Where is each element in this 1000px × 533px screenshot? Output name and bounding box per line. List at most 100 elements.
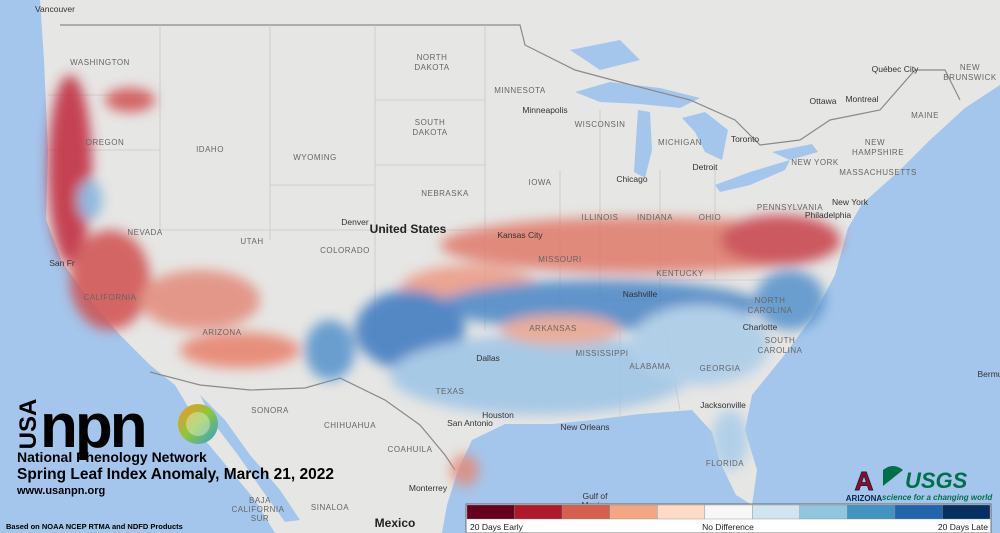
lake bbox=[715, 160, 790, 192]
place-label: NORTH bbox=[417, 53, 448, 62]
legend-swatch bbox=[466, 504, 515, 520]
place-label: NEVADA bbox=[127, 228, 162, 237]
lake bbox=[570, 40, 640, 70]
logo-usa: USA bbox=[15, 399, 42, 450]
place-label: Kansas City bbox=[497, 230, 543, 240]
place-label: NEBRASKA bbox=[421, 189, 469, 198]
place-label: KENTUCKY bbox=[656, 269, 704, 278]
place-label: United States bbox=[370, 222, 447, 236]
place-label: Vancouver bbox=[35, 4, 75, 14]
place-label: MICHIGAN bbox=[658, 138, 702, 147]
place-label: Jacksonville bbox=[700, 400, 746, 410]
logo-icon bbox=[178, 404, 218, 444]
usgs-logo: USGS bbox=[905, 468, 968, 493]
place-label: MISSOURI bbox=[538, 255, 582, 264]
legend-swatch bbox=[799, 504, 848, 520]
place-label: New York bbox=[832, 197, 869, 207]
place-label: Denver bbox=[341, 217, 369, 227]
place-label: ARKANSAS bbox=[529, 324, 577, 333]
place-label: SONORA bbox=[251, 406, 289, 415]
place-label: NEW YORK bbox=[791, 158, 839, 167]
legend-swatch bbox=[847, 504, 896, 520]
lake bbox=[772, 144, 818, 160]
place-label: ARIZONA bbox=[202, 328, 241, 337]
legend-swatch bbox=[656, 504, 705, 520]
anomaly-field bbox=[48, 75, 840, 486]
place-label: SOUTH bbox=[765, 336, 796, 345]
place-label: IDAHO bbox=[196, 145, 224, 154]
ocean bbox=[442, 85, 1000, 533]
place-label: Mexico bbox=[375, 516, 416, 530]
place-label: MISSISSIPPI bbox=[575, 349, 628, 358]
place-label: COAHUILA bbox=[388, 445, 433, 454]
legend-label: 20 Days Late bbox=[938, 522, 988, 532]
lake bbox=[682, 112, 728, 160]
place-label: Detroit bbox=[692, 162, 718, 172]
place-label: MINNESOTA bbox=[494, 86, 546, 95]
url: www.usanpn.org bbox=[16, 485, 105, 497]
legend-swatch bbox=[752, 504, 801, 520]
place-label: Québec City bbox=[872, 64, 920, 74]
place-label: Minneapolis bbox=[522, 105, 567, 115]
legend-swatch bbox=[704, 504, 753, 520]
logo-icon bbox=[186, 412, 210, 436]
place-label: Monterrey bbox=[409, 483, 448, 493]
organization: National Phenology Network bbox=[17, 449, 207, 465]
arizona-logo: A bbox=[855, 466, 874, 496]
place-label: Gulf of bbox=[582, 491, 608, 501]
legend-swatch bbox=[894, 504, 943, 520]
place-label: Montreal bbox=[845, 94, 878, 104]
legend-swatch bbox=[514, 504, 563, 520]
lake bbox=[575, 82, 700, 108]
usgs-tagline: science for a changing world bbox=[882, 493, 993, 502]
ocean bbox=[200, 395, 300, 522]
legend-label: 20 Days Early bbox=[470, 522, 524, 532]
legend-swatch bbox=[609, 504, 658, 520]
place-label: HAMPSHIRE bbox=[852, 148, 904, 157]
place-label: New Orleans bbox=[560, 422, 609, 432]
place-label: DAKOTA bbox=[412, 128, 447, 137]
place-label: Bermu bbox=[977, 369, 1000, 379]
place-label: CHIHUAHUA bbox=[324, 421, 376, 430]
logo-npn: npn bbox=[40, 392, 145, 461]
legend-label: No Difference bbox=[702, 522, 754, 532]
legend-swatch bbox=[561, 504, 610, 520]
place-label: INDIANA bbox=[637, 213, 673, 222]
place-label: GEORGIA bbox=[700, 364, 741, 373]
place-label: BAJA bbox=[249, 496, 271, 505]
place-label: Philadelphia bbox=[805, 210, 852, 220]
place-label: WASHINGTON bbox=[70, 58, 130, 67]
place-label: IOWA bbox=[528, 178, 551, 187]
place-label: NEW bbox=[865, 138, 885, 147]
country-border bbox=[60, 24, 961, 146]
place-label: PENNSYLVANIA bbox=[757, 203, 823, 212]
source: Based on NOAA NCEP RTMA and NDFD Product… bbox=[6, 522, 183, 531]
country-border bbox=[149, 371, 456, 471]
place-label: CAROLINA bbox=[758, 346, 803, 355]
place-label: Nashville bbox=[623, 289, 658, 299]
place-label: BRUNSWICK bbox=[943, 73, 997, 82]
place-label: NEW bbox=[960, 63, 980, 72]
map-title: Spring Leaf Index Anomaly, March 21, 202… bbox=[17, 466, 334, 483]
place-label: San Antonio bbox=[447, 418, 493, 428]
place-label: SOUTH bbox=[415, 118, 446, 127]
place-label: Houston bbox=[482, 410, 514, 420]
place-label: Dallas bbox=[476, 353, 500, 363]
place-label: ILLINOIS bbox=[582, 213, 619, 222]
place-label: SUR bbox=[251, 514, 269, 523]
place-label: MASSACHUSETTS bbox=[839, 168, 917, 177]
lake bbox=[634, 110, 652, 178]
place-label: Ottawa bbox=[810, 96, 837, 106]
place-label: San Fr bbox=[49, 258, 75, 268]
place-label: CAROLINA bbox=[748, 306, 793, 315]
legend-swatches bbox=[466, 504, 991, 520]
place-label: ALABAMA bbox=[629, 362, 670, 371]
place-label: Toronto bbox=[731, 134, 760, 144]
place-label: Charlotte bbox=[743, 322, 778, 332]
place-label: OHIO bbox=[699, 213, 721, 222]
ocean bbox=[0, 0, 275, 533]
place-label: NORTH bbox=[755, 296, 786, 305]
place-label: OREGON bbox=[86, 138, 125, 147]
